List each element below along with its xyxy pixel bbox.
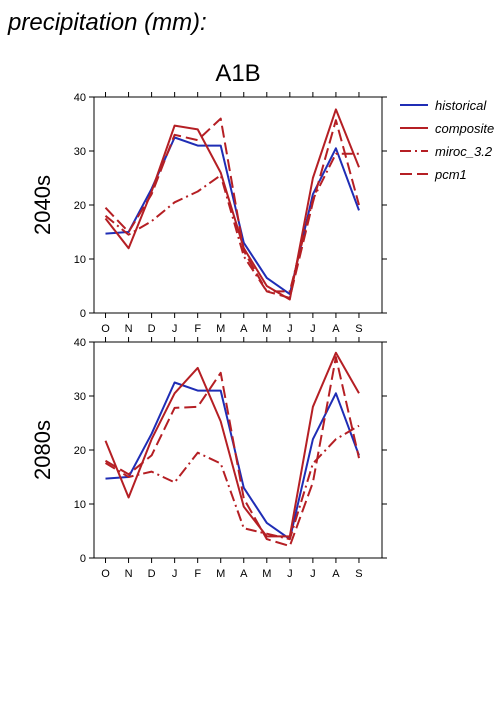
series-line-pcm1 — [104, 117, 360, 299]
y-tick-label: 10 — [74, 254, 86, 266]
plot-frame — [93, 341, 383, 559]
x-tick-label: S — [355, 568, 362, 580]
x-tick-label: J — [172, 568, 178, 580]
legend: historical composite miroc_3.2 pcm1 — [400, 98, 494, 182]
x-tick-label: D — [148, 568, 156, 580]
legend-item: composite — [400, 121, 494, 136]
y-tick-label: 40 — [74, 92, 86, 104]
x-tick-label: A — [332, 568, 340, 580]
x-tick-label: A — [240, 323, 248, 335]
x-tick-label: J — [310, 323, 316, 335]
series-line-composite — [104, 351, 360, 538]
x-tick-label: M — [262, 568, 271, 580]
row-label: 2080s — [30, 420, 55, 480]
y-tick-label: 40 — [74, 337, 86, 349]
legend-label: miroc_3.2 — [435, 144, 493, 159]
series-line-pcm1 — [104, 356, 360, 548]
legend-item: pcm1 — [400, 167, 467, 182]
series-line-historical — [105, 136, 360, 296]
x-tick-label: N — [125, 323, 133, 335]
x-tick-label: J — [310, 568, 316, 580]
legend-label: historical — [435, 98, 487, 113]
legend-label: composite — [435, 121, 494, 136]
x-tick-label: A — [332, 323, 340, 335]
y-tick-label: 20 — [74, 445, 86, 457]
x-tick-label: N — [125, 568, 133, 580]
x-tick-label: J — [287, 568, 293, 580]
x-tick-label: S — [355, 323, 362, 335]
chart-panels: 0 10 20 30 40 O N D J F M A M J J A S A1B 2040s 0 10 20 30 40 O N… — [30, 60, 387, 580]
x-tick-label: J — [172, 323, 178, 335]
y-tick-label: 20 — [74, 200, 86, 212]
x-tick-label: J — [287, 323, 293, 335]
x-tick-label: F — [194, 323, 201, 335]
panel-2080s: 0 10 20 30 40 O N D J F M A M J J A S 2080s — [30, 337, 387, 580]
x-tick-label: A — [240, 568, 248, 580]
x-tick-label: F — [194, 568, 201, 580]
row-label: 2040s — [30, 175, 55, 235]
x-tick-label: M — [216, 568, 225, 580]
y-tick-label: 0 — [80, 553, 86, 565]
x-tick-label: D — [148, 323, 156, 335]
panel-2040s: 0 10 20 30 40 O N D J F M A M J J A S A1B 2040s — [30, 60, 387, 335]
legend-label: pcm1 — [434, 167, 467, 182]
x-tick-label: M — [262, 323, 271, 335]
y-tick-label: 0 — [80, 308, 86, 320]
page-title: precipitation (mm): — [7, 9, 207, 36]
plot-frame — [93, 96, 383, 314]
legend-item: miroc_3.2 — [400, 144, 493, 159]
y-tick-label: 30 — [74, 146, 86, 158]
series-line-miroc-3-2 — [104, 152, 359, 293]
panel-title: A1B — [215, 60, 260, 87]
x-tick-label: M — [216, 323, 225, 335]
y-tick-label: 30 — [74, 391, 86, 403]
x-tick-label: O — [101, 568, 110, 580]
legend-item: historical — [400, 98, 487, 113]
x-tick-label: O — [101, 323, 110, 335]
y-tick-label: 10 — [74, 499, 86, 511]
